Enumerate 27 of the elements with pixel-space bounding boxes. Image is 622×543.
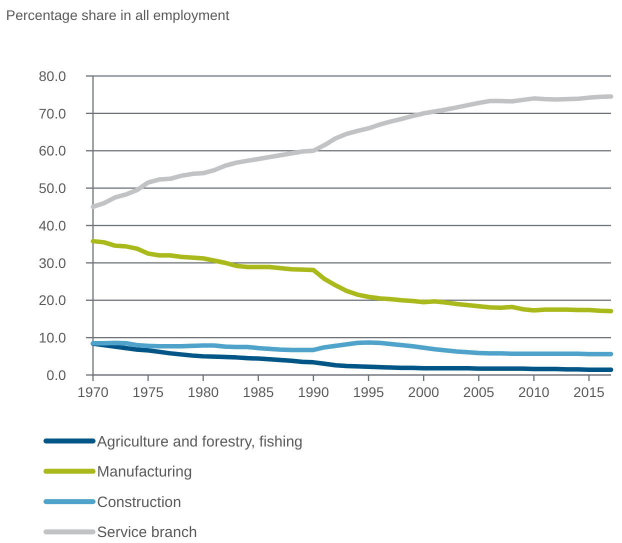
x-tick-label: 2005 <box>463 384 495 400</box>
x-tick-label: 1975 <box>132 384 164 400</box>
legend-label: Service branch <box>97 524 198 542</box>
line-series <box>90 238 614 314</box>
y-tick-label: 10.0 <box>38 330 66 346</box>
y-tick-label: 0.0 <box>46 366 66 383</box>
line-series <box>90 94 614 210</box>
x-tick-label: 1970 <box>77 384 109 400</box>
x-tick-label: 2000 <box>408 384 440 400</box>
y-axis-title: Percentage share in all employment <box>6 7 230 23</box>
y-tick-label: 80.0 <box>38 68 66 84</box>
x-tick-label: 1980 <box>188 384 219 400</box>
x-tick-label: 2010 <box>518 384 550 400</box>
y-tick-label: 60.0 <box>38 142 66 159</box>
y-tick-label: 70.0 <box>38 105 66 122</box>
x-tick-label: 1995 <box>352 384 384 400</box>
y-tick-label: 20.0 <box>38 292 66 308</box>
x-tick-label: 1985 <box>242 384 274 400</box>
y-tick-label: 40.0 <box>38 217 66 234</box>
y-tick-label: 30.0 <box>38 254 66 271</box>
x-tick-label: 1990 <box>298 384 330 400</box>
x-tick-label: 2015 <box>573 384 605 400</box>
legend-label: Manufacturing <box>97 464 192 481</box>
y-tick-label: 50.0 <box>38 180 66 196</box>
line-series <box>90 340 614 356</box>
legend-label: Construction <box>97 494 182 511</box>
legend-label: Agriculture and forestry, fishing <box>97 433 303 450</box>
